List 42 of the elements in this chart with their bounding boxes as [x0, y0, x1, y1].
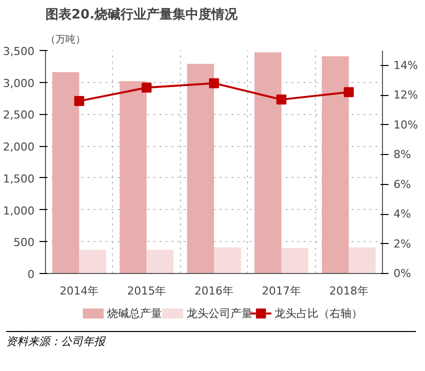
point	[142, 82, 152, 93]
point	[276, 94, 286, 105]
y-tick-label: 2,500	[3, 108, 35, 122]
y2-tick-label: 0%	[394, 267, 411, 280]
y-tick-label: 500	[14, 236, 35, 250]
bar	[187, 64, 214, 274]
y2-tick-label: 8%	[394, 148, 411, 162]
y-tick-label: 2,000	[3, 140, 35, 154]
bar	[52, 72, 80, 274]
point	[209, 78, 219, 88]
text: 资料来源：公司年报	[6, 334, 105, 350]
bar	[79, 250, 106, 274]
point	[344, 87, 354, 98]
y-tick-label: 3,000	[3, 76, 35, 90]
y-tick-label: 0	[28, 268, 34, 281]
y-tick-label: 3,500	[3, 45, 35, 58]
bar	[348, 247, 376, 274]
x-tick-label: 2015年	[127, 284, 166, 298]
point	[74, 96, 84, 106]
x-tick-label: 2016年	[194, 284, 234, 298]
y2-tick-label: 6%	[394, 178, 411, 191]
legend-label: 龙头公司产量	[186, 307, 252, 320]
x-tick-label: 2017年	[262, 284, 301, 298]
y2-tick-label: 2%	[394, 237, 411, 250]
x-tick-label: 2018年	[329, 284, 368, 298]
legend-label: 烧碱总产量	[106, 307, 162, 320]
bar	[281, 248, 308, 274]
y-tick-label: 1,000	[3, 204, 35, 218]
y2-tick-label: 10%	[394, 118, 418, 132]
y-tick-label: 1,500	[3, 172, 35, 186]
y2-tick-label: 14%	[394, 58, 418, 72]
bar	[120, 81, 147, 274]
chart-title: 图表20.烧碱行业产量集中度情况	[46, 6, 239, 22]
bar	[322, 56, 349, 274]
x-tick-label: 2014年	[60, 284, 99, 298]
y2-tick-label: 12%	[394, 88, 418, 102]
legend-label: 龙头占比（右轴）	[274, 307, 363, 320]
bar	[254, 52, 282, 274]
y2-tick-label: 4%	[394, 208, 411, 221]
bar	[214, 247, 241, 274]
bar	[146, 250, 174, 274]
y-axis-title: （万吨）	[46, 34, 86, 46]
